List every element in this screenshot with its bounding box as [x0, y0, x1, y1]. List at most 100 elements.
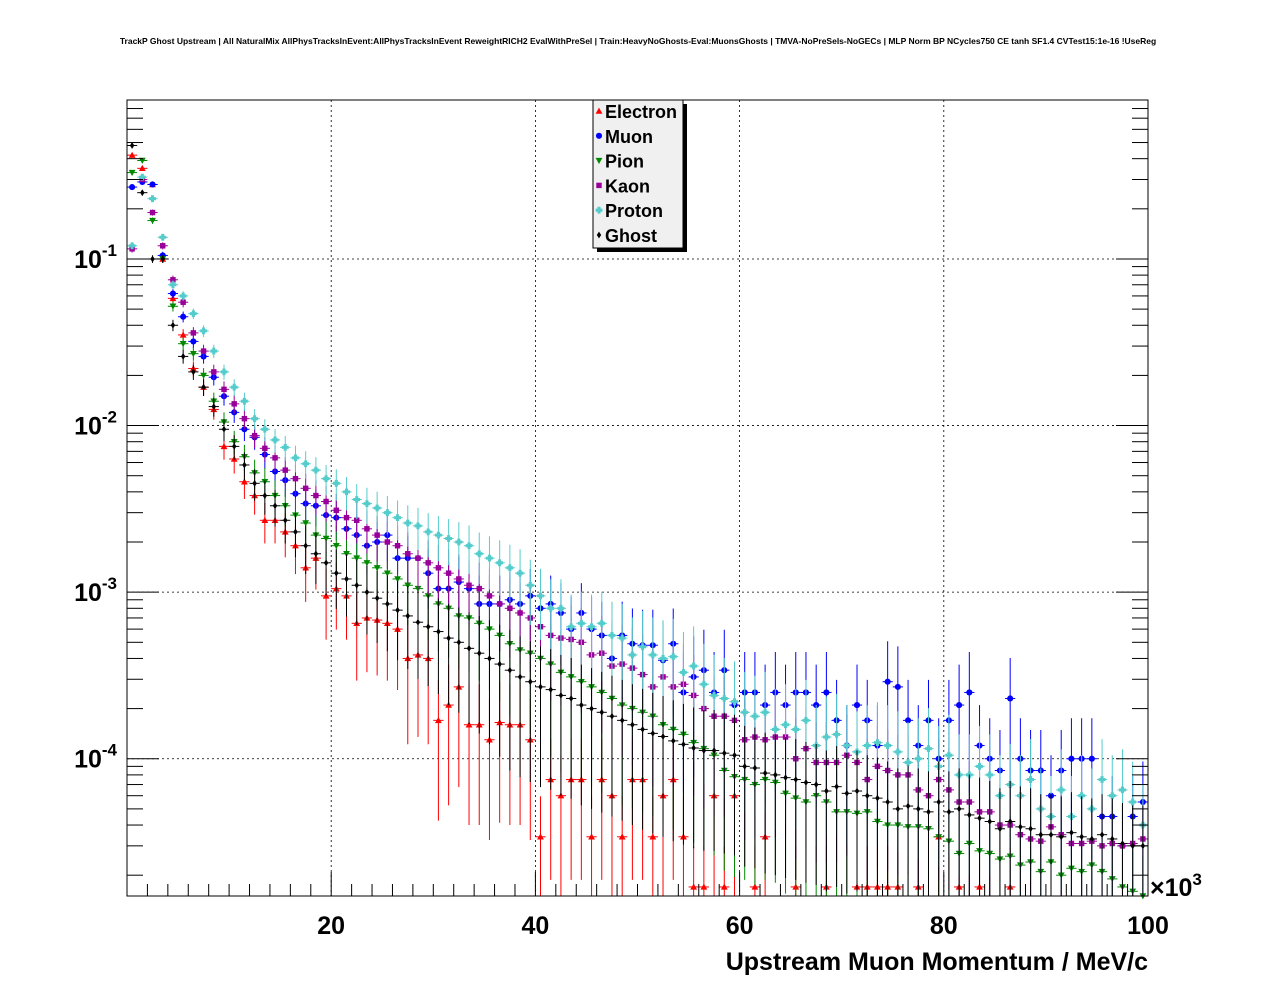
data-point [456, 638, 462, 646]
data-point [128, 242, 136, 250]
data-point [762, 769, 768, 777]
data-point [589, 705, 594, 712]
data-point [343, 488, 350, 496]
data-point [445, 535, 453, 542]
data-point [332, 479, 340, 487]
data-point [956, 702, 963, 709]
data-point [904, 759, 912, 766]
data-point [180, 299, 186, 305]
data-point [894, 748, 902, 756]
data-point [608, 632, 616, 639]
legend-item-kaon: Kaon [596, 176, 650, 196]
data-point [690, 883, 698, 890]
data-point [751, 883, 759, 890]
y-tick-base: 10 [74, 413, 102, 441]
data-point [312, 466, 320, 474]
data-point [221, 425, 227, 433]
legend-label: Kaon [605, 176, 650, 196]
data-point [946, 808, 952, 816]
data-point [179, 340, 187, 348]
data-point [179, 292, 187, 300]
data-point [1120, 840, 1125, 847]
x-tick-label: 40 [521, 912, 549, 940]
data-point [967, 811, 972, 819]
data-point [241, 415, 248, 422]
data-point [579, 701, 584, 709]
data-point [1069, 829, 1074, 837]
data-point [313, 550, 319, 558]
data-point [486, 593, 493, 599]
data-point [538, 683, 543, 691]
data-point [1048, 831, 1054, 839]
data-point [874, 739, 881, 746]
data-point [425, 623, 431, 631]
data-point [853, 702, 861, 709]
data-point [415, 555, 421, 561]
data-point [373, 565, 381, 572]
data-point [251, 415, 259, 423]
data-point [262, 445, 268, 452]
data-point [159, 233, 167, 241]
data-point [997, 825, 1003, 833]
data-point [138, 164, 146, 172]
data-point [1089, 835, 1095, 843]
data-point [129, 142, 135, 149]
data-point [497, 660, 502, 668]
data-point [496, 559, 504, 567]
data-point [475, 550, 483, 558]
data-point [323, 498, 329, 505]
x-tick-label: 80 [930, 912, 958, 940]
data-point [364, 526, 370, 532]
legend-marker [596, 182, 602, 189]
data-point [221, 386, 227, 393]
data-point [700, 680, 708, 688]
data-point [414, 522, 422, 530]
data-point [742, 762, 747, 770]
data-point [659, 655, 667, 662]
data-point [283, 516, 288, 524]
data-point [262, 492, 268, 499]
data-point [1007, 818, 1013, 825]
legend: Electron Muon Pion Kaon Proton Ghost [592, 99, 687, 252]
data-point [884, 742, 892, 749]
y-tick-base: 10 [74, 746, 102, 774]
legend-item-electron: Electron [595, 102, 677, 122]
data-point [220, 368, 228, 376]
data-point [618, 634, 626, 642]
data-point [465, 721, 473, 728]
data-point [752, 764, 758, 772]
data-point [415, 618, 421, 626]
data-point [558, 692, 564, 699]
data-point [1129, 798, 1137, 806]
svg-text:×103: ×103 [1150, 870, 1202, 902]
data-point [792, 726, 800, 733]
data-point [169, 290, 177, 297]
y-tick-exp: -1 [102, 241, 117, 260]
data-point [394, 514, 401, 522]
data-point [986, 771, 994, 779]
data-point [271, 436, 279, 444]
data-point [303, 542, 308, 550]
y-tick-label: 10-4 [74, 741, 117, 774]
data-point [863, 742, 871, 749]
data-point [885, 798, 890, 806]
data-point [1018, 823, 1023, 831]
data-point [353, 555, 361, 562]
data-point [272, 455, 278, 461]
data-point [231, 442, 237, 450]
data-point [211, 403, 216, 410]
data-point [710, 692, 718, 699]
data-point [445, 570, 452, 576]
y-tick-label: 10-1 [74, 241, 117, 274]
y-tick-exp: -2 [102, 408, 117, 427]
data-point [201, 383, 206, 391]
data-point [486, 554, 493, 562]
data-point [649, 833, 657, 840]
data-point [354, 517, 360, 524]
data-point [149, 195, 156, 203]
data-point [211, 369, 217, 375]
data-point [507, 666, 513, 674]
data-point [577, 619, 585, 627]
data-point [618, 833, 626, 840]
data-point [455, 538, 463, 546]
